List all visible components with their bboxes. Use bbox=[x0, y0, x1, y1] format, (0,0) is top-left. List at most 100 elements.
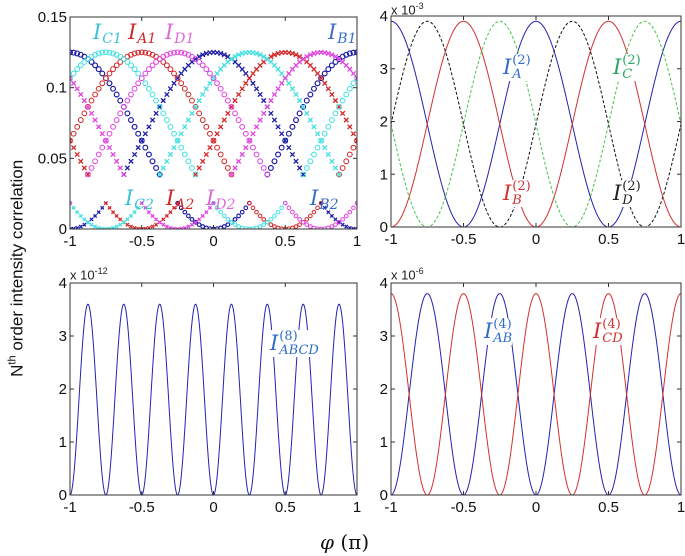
marker-circle bbox=[229, 219, 234, 225]
marker-circle bbox=[142, 70, 149, 77]
marker-circle bbox=[74, 50, 81, 57]
marker-cross bbox=[189, 110, 195, 117]
marker-cross bbox=[153, 110, 159, 117]
x-tick-label: 0.5 bbox=[598, 231, 619, 248]
label-i-b1: I B1 bbox=[328, 20, 357, 47]
marker-circle bbox=[308, 213, 313, 219]
marker-cross bbox=[88, 110, 95, 117]
marker-cross bbox=[196, 97, 202, 104]
marker-cross bbox=[326, 210, 331, 215]
label-i-a2: I A2 bbox=[166, 186, 195, 213]
marker-cross bbox=[246, 75, 253, 81]
marker-circle bbox=[153, 97, 160, 104]
marker-circle bbox=[160, 59, 167, 65]
marker-cross bbox=[261, 53, 267, 60]
marker-cross bbox=[307, 62, 314, 69]
marker-circle bbox=[307, 158, 314, 165]
x-tick-label: 0 bbox=[532, 231, 540, 248]
marker-circle bbox=[293, 224, 299, 229]
marker-cross bbox=[207, 144, 213, 151]
marker-circle bbox=[257, 213, 263, 219]
marker-circle bbox=[214, 144, 220, 151]
marker-circle bbox=[314, 80, 321, 87]
marker-cross bbox=[132, 210, 137, 215]
marker-circle bbox=[135, 49, 142, 56]
marker-circle bbox=[290, 209, 295, 215]
marker-circle bbox=[318, 75, 325, 82]
marker-circle bbox=[235, 117, 242, 123]
marker-circle bbox=[272, 213, 277, 219]
series-line-a bbox=[391, 20, 681, 227]
marker-circle bbox=[328, 62, 335, 69]
marker-cross bbox=[311, 66, 317, 72]
marker-circle bbox=[99, 49, 106, 56]
marker-circle bbox=[146, 66, 152, 73]
marker-circle bbox=[74, 123, 81, 130]
y-tick-label: 0.1 bbox=[46, 80, 67, 97]
marker-circle bbox=[149, 158, 156, 165]
marker-circle bbox=[167, 50, 174, 57]
marker-circle bbox=[315, 205, 320, 211]
label-i-b-2: I (2) B bbox=[503, 179, 531, 208]
y-tick-label: 2 bbox=[380, 114, 388, 131]
marker-circle bbox=[167, 123, 174, 130]
marker-circle bbox=[131, 123, 138, 130]
marker-cross bbox=[261, 110, 267, 117]
marker-circle bbox=[146, 151, 152, 158]
marker-circle bbox=[163, 117, 170, 123]
y-axis-label: Nth order intensity correlation bbox=[6, 159, 27, 377]
marker-circle bbox=[189, 97, 195, 104]
marker-circle bbox=[175, 200, 180, 206]
marker-circle bbox=[106, 130, 113, 137]
marker-circle bbox=[257, 224, 263, 229]
marker-cross bbox=[307, 52, 314, 58]
marker-cross bbox=[171, 205, 177, 210]
marker-circle bbox=[347, 209, 353, 215]
marker-cross bbox=[189, 222, 195, 227]
marker-cross bbox=[100, 205, 105, 210]
marker-circle bbox=[99, 70, 106, 77]
marker-circle bbox=[95, 66, 102, 73]
marker-circle bbox=[120, 103, 127, 110]
marker-circle bbox=[181, 50, 188, 57]
marker-circle bbox=[311, 209, 317, 215]
marker-cross bbox=[296, 165, 303, 171]
marker-circle bbox=[88, 165, 95, 171]
marker-circle bbox=[351, 205, 356, 211]
marker-circle bbox=[232, 222, 238, 227]
marker-circle bbox=[192, 56, 199, 62]
marker-cross bbox=[136, 205, 141, 210]
marker-cross bbox=[200, 213, 205, 219]
marker-circle bbox=[332, 110, 339, 117]
marker-cross bbox=[286, 80, 292, 86]
marker-cross bbox=[149, 117, 156, 123]
marker-circle bbox=[332, 59, 339, 65]
marker-cross bbox=[282, 75, 288, 81]
marker-circle bbox=[232, 217, 238, 222]
marker-cross bbox=[110, 151, 116, 158]
marker-cross bbox=[318, 138, 324, 144]
marker-cross bbox=[332, 53, 339, 60]
marker-cross bbox=[257, 91, 263, 98]
marker-circle bbox=[339, 165, 346, 171]
marker-cross bbox=[85, 220, 90, 225]
marker-circle bbox=[346, 85, 353, 92]
marker-circle bbox=[282, 200, 288, 206]
marker-cross bbox=[232, 165, 238, 171]
marker-circle bbox=[214, 80, 220, 87]
marker-circle bbox=[293, 117, 299, 123]
marker-cross bbox=[322, 80, 328, 86]
label-i-c2: I C2 bbox=[125, 186, 154, 213]
label-i-abcd-8: I (8) ABCD bbox=[270, 329, 319, 358]
marker-circle bbox=[131, 66, 138, 73]
marker-circle bbox=[346, 50, 353, 57]
marker-cross bbox=[296, 53, 303, 60]
marker-circle bbox=[329, 224, 335, 229]
marker-cross bbox=[235, 158, 242, 164]
marker-cross bbox=[293, 158, 299, 164]
marker-circle bbox=[138, 75, 145, 82]
marker-circle bbox=[297, 222, 302, 227]
marker-circle bbox=[106, 49, 113, 56]
marker-cross bbox=[160, 97, 166, 104]
